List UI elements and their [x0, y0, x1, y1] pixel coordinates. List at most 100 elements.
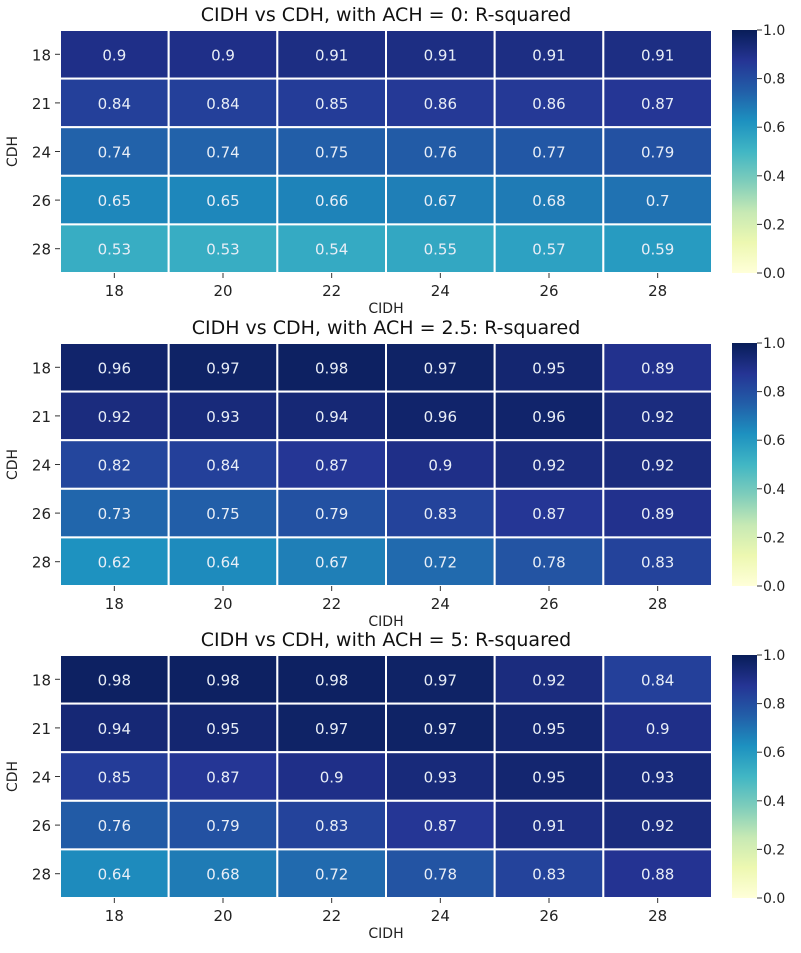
cell-value-label: 0.98	[315, 671, 348, 689]
x-tick-label: 28	[648, 907, 667, 925]
colorbar-tick-label: 0.0	[763, 891, 785, 907]
heatmap-cell	[493, 223, 605, 274]
y-tick-label: 18	[32, 359, 51, 377]
colorbar-tick-label: 1.0	[763, 23, 785, 39]
heatmap-cell	[385, 536, 496, 588]
heatmap-cell	[602, 174, 713, 226]
heatmap-cell	[602, 29, 713, 80]
cell-value-label: 0.68	[532, 192, 565, 210]
heatmap-cell	[167, 487, 279, 539]
chart-title: CIDH vs CDH, with ACH = 2.5: R-squared	[192, 317, 581, 339]
y-tick-label: 26	[32, 192, 51, 210]
cell-value-label: 0.85	[98, 769, 131, 787]
y-tick-label: 21	[32, 720, 51, 738]
cell-value-label: 0.55	[424, 241, 457, 259]
heatmap-cell	[385, 174, 496, 226]
heatmap-cell	[167, 702, 279, 754]
chart-title: CIDH vs CDH, with ACH = 5: R-squared	[201, 629, 571, 651]
heatmap-cell	[59, 174, 170, 226]
heatmap-cell	[385, 77, 496, 129]
cell-value-label: 0.98	[315, 359, 348, 377]
y-tick-label: 24	[32, 769, 51, 787]
cell-value-label: 0.74	[98, 144, 131, 162]
cell-value-label: 0.82	[98, 457, 131, 475]
colorbar-tick-label: 1.0	[763, 648, 785, 664]
cell-value-label: 0.83	[424, 505, 457, 523]
cell-value-label: 0.65	[98, 192, 131, 210]
cell-value-label: 0.9	[428, 457, 452, 475]
heatmap-cell	[602, 487, 713, 539]
cell-value-label: 0.83	[532, 866, 565, 884]
heatmap-cell	[276, 751, 388, 802]
cell-value-label: 0.92	[641, 817, 674, 835]
x-tick-label: 24	[431, 282, 450, 300]
colorbar-tick-label: 1.0	[763, 336, 785, 352]
cell-value-label: 0.91	[641, 46, 674, 64]
cell-value-label: 0.87	[206, 769, 239, 787]
colorbar-tick-label: 0.4	[763, 794, 785, 810]
heatmap-cell	[167, 29, 279, 80]
cell-value-label: 0.7	[646, 192, 670, 210]
cell-value-label: 0.79	[206, 817, 239, 835]
heatmap-cell	[602, 799, 713, 851]
cell-value-label: 0.98	[98, 671, 131, 689]
y-tick-label: 21	[32, 408, 51, 426]
heatmap-cell	[385, 751, 496, 802]
heatmap-cell	[602, 223, 713, 274]
cell-value-label: 0.9	[646, 720, 670, 738]
heatmap-cell	[167, 390, 279, 442]
heatmap-cell	[385, 342, 496, 393]
y-tick-label: 21	[32, 95, 51, 113]
colorbar-tick-label: 0.4	[763, 169, 785, 185]
cell-value-label: 0.9	[211, 46, 235, 64]
heatmap-cell	[276, 223, 388, 274]
colorbar	[732, 655, 757, 898]
y-tick-label: 18	[32, 46, 51, 64]
cell-value-label: 0.67	[424, 192, 457, 210]
heatmap-cell	[276, 799, 388, 851]
cell-value-label: 0.91	[424, 46, 457, 64]
cell-value-label: 0.54	[315, 241, 348, 259]
cell-value-label: 0.97	[206, 359, 239, 377]
chart-title: CIDH vs CDH, with ACH = 0: R-squared	[201, 4, 571, 26]
x-tick-label: 24	[431, 907, 450, 925]
heatmap-cell	[602, 439, 713, 490]
cell-value-label: 0.68	[206, 866, 239, 884]
cell-value-label: 0.88	[641, 866, 674, 884]
cell-value-label: 0.89	[641, 359, 674, 377]
heatmap-panel-1: CIDH vs CDH, with ACH = 0: R-squared 0.9 0…	[5, 4, 785, 317]
cell-value-label: 0.97	[424, 671, 457, 689]
cell-value-label: 0.75	[315, 144, 348, 162]
heatmap-cell	[167, 536, 279, 588]
x-tick-label: 18	[105, 907, 124, 925]
heatmap-cell	[276, 702, 388, 754]
cell-value-label: 0.9	[102, 46, 126, 64]
cell-value-label: 0.87	[315, 457, 348, 475]
cell-value-label: 0.86	[532, 95, 565, 113]
heatmap-cell	[602, 654, 713, 705]
cell-value-label: 0.91	[315, 46, 348, 64]
x-tick-label: 20	[213, 595, 232, 613]
heatmap-cell	[493, 848, 605, 900]
cell-value-label: 0.96	[98, 359, 131, 377]
y-tick-label: 28	[32, 866, 51, 884]
x-tick-label: 22	[322, 907, 341, 925]
y-axis-label: CDH	[5, 136, 21, 167]
cell-value-label: 0.57	[532, 241, 565, 259]
cell-value-label: 0.83	[641, 554, 674, 572]
heatmap-cell	[167, 174, 279, 226]
heatmap-cell	[276, 439, 388, 490]
cell-value-label: 0.96	[532, 408, 565, 426]
x-tick-label: 22	[322, 595, 341, 613]
cell-value-label: 0.92	[641, 408, 674, 426]
colorbar-tick-label: 0.6	[763, 433, 785, 449]
cell-value-label: 0.97	[424, 359, 457, 377]
cell-value-label: 0.95	[532, 769, 565, 787]
cell-value-label: 0.84	[98, 95, 131, 113]
cell-value-label: 0.9	[320, 769, 344, 787]
x-axis-label: CIDH	[368, 614, 403, 630]
cell-value-label: 0.91	[532, 817, 565, 835]
cell-value-label: 0.67	[315, 554, 348, 572]
heatmap-cell	[167, 126, 279, 177]
cell-value-label: 0.86	[424, 95, 457, 113]
